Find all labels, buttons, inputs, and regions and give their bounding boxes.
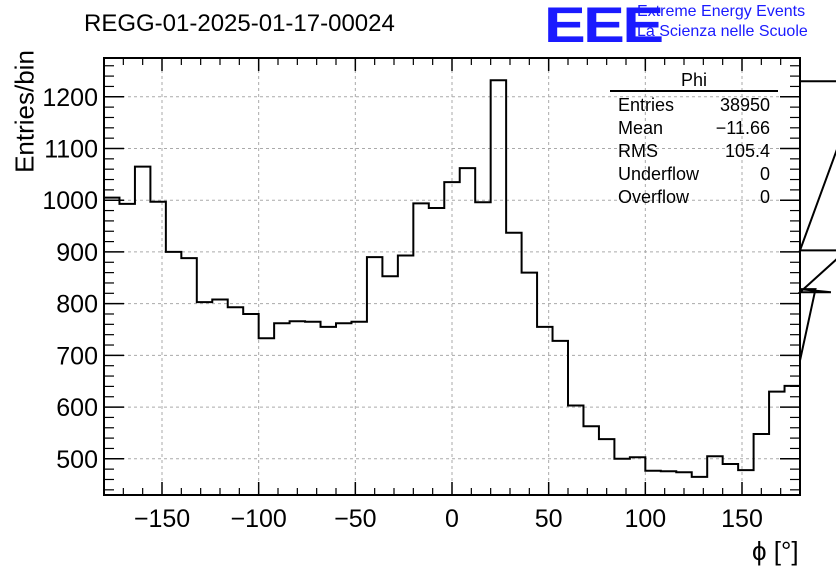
eee-logo: EEE: [544, 0, 664, 53]
x-tick-label: −100: [231, 505, 287, 533]
x-tick-label: −50: [334, 505, 376, 533]
stats-rows: Entries 38950 Mean −11.66 RMS 105.4 Underflow 0…: [610, 94, 778, 209]
y-tick-label: 900: [56, 239, 98, 267]
stats-value: 38950: [719, 95, 770, 115]
y-tick-label: 500: [56, 446, 98, 474]
plot-frame: [103, 57, 801, 496]
stats-label: Mean: [618, 118, 664, 138]
stats-row: RMS 105.4: [610, 140, 778, 163]
stats-label: Entries: [618, 95, 675, 115]
chart-title: REGG-01-2025-01-17-00024: [84, 10, 395, 37]
histogram-line: [104, 79, 836, 478]
stats-value: 105.4: [724, 141, 770, 161]
x-tick-label: 0: [445, 505, 459, 533]
y-axis-label: Entries/bin: [9, 50, 40, 173]
y-tick-label: 1200: [42, 84, 98, 112]
y-tick-label: 1100: [44, 136, 98, 164]
stats-label: Overflow: [618, 187, 690, 207]
stats-value: −11.66: [715, 118, 770, 138]
stats-title: Phi: [610, 70, 778, 92]
stats-row: Entries 38950: [610, 94, 778, 117]
stats-row: Mean −11.66: [610, 117, 778, 140]
y-tick-label: 600: [56, 394, 98, 422]
y-tick-label: 1000: [42, 187, 98, 215]
stats-row: Overflow 0: [610, 186, 778, 209]
stats-value: 0: [759, 164, 770, 184]
axis-ticks: [103, 58, 801, 495]
logo-line-1: Extreme Energy Events: [637, 3, 806, 20]
x-axis-label: ϕ [°]: [752, 536, 799, 566]
x-tick-label: 50: [535, 505, 563, 533]
stats-row: Underflow 0: [610, 163, 778, 186]
y-tick-label: 800: [56, 291, 98, 319]
stats-box: Phi Entries 38950 Mean −11.66 RMS 105.4 Underf…: [610, 70, 778, 209]
x-tick-label: 100: [624, 505, 666, 533]
stats-label: Underflow: [618, 164, 700, 184]
x-tick-label: 150: [721, 505, 763, 533]
grid-lines: [104, 58, 800, 495]
stats-value: 0: [759, 187, 770, 207]
tick-labels: −150 −100 −50 0 50 100 150 500 600 700 800 900 1000 1…: [42, 84, 762, 533]
y-tick-label: 700: [56, 342, 98, 370]
logo-line-2: La Scienza nelle Scuole: [637, 23, 808, 40]
stats-label: RMS: [618, 141, 658, 161]
x-tick-label: −150: [134, 505, 190, 533]
